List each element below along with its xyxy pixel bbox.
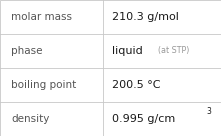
Text: (at STP): (at STP): [158, 47, 189, 55]
Text: liquid: liquid: [112, 46, 149, 56]
Text: phase: phase: [11, 46, 43, 56]
Text: molar mass: molar mass: [11, 12, 72, 22]
Text: 3: 3: [207, 107, 211, 116]
Text: 210.3 g/mol: 210.3 g/mol: [112, 12, 179, 22]
Text: density: density: [11, 114, 50, 124]
Text: boiling point: boiling point: [11, 80, 76, 90]
Text: 200.5 °C: 200.5 °C: [112, 80, 160, 90]
Text: 0.995 g/cm: 0.995 g/cm: [112, 114, 175, 124]
